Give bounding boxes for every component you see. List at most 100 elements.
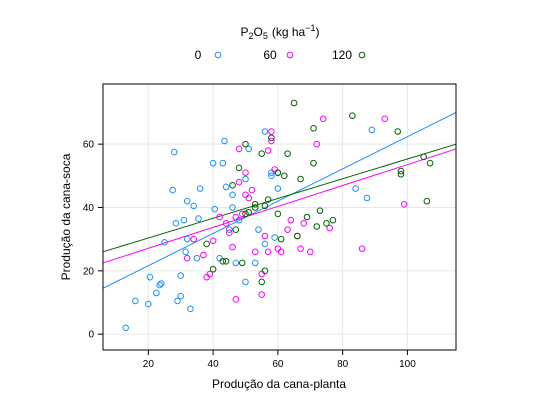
data-point-60 [248,186,256,194]
data-point-60 [297,245,304,252]
data-point-60 [268,137,275,145]
data-point-0 [177,272,185,279]
data-point-60 [306,248,314,256]
data-point-120 [235,164,243,172]
data-point-0 [245,145,253,153]
data-point-0 [193,254,201,262]
data-point-0 [363,194,371,202]
data-point-0 [172,220,180,227]
data-point-0 [122,324,129,332]
data-point-120 [310,125,317,132]
data-point-0 [169,186,176,194]
fit-line-120 [102,143,457,253]
data-point-60 [271,166,278,173]
data-point-60 [287,216,295,224]
data-point-0 [174,297,181,305]
data-point-0 [271,234,278,241]
data-point-120 [209,265,217,273]
data-point-0 [261,128,269,135]
data-point-120 [219,258,227,265]
grid [103,84,456,350]
y-tick-label: 0 [88,330,94,341]
data-point-60 [400,201,408,208]
data-point-0 [261,240,269,248]
legend-marker-60 [286,51,294,59]
x-tick-label: 40 [208,359,220,370]
data-point-120 [284,150,291,157]
data-point-0 [229,204,236,211]
data-point-60 [226,229,233,237]
data-point-60 [190,235,197,243]
data-point-120 [313,223,321,230]
data-point-0 [221,137,228,145]
data-point-0 [177,292,185,300]
legend-marker-120 [358,51,366,59]
data-point-60 [235,178,243,186]
data-point-0 [145,300,152,308]
legend-label-0: 0 [195,48,202,62]
data-point-0 [229,191,236,199]
data-point-0 [161,239,168,246]
data-point-60 [222,220,230,227]
data-point-0 [195,215,202,222]
data-point-60 [319,115,327,123]
data-point-60 [232,296,240,303]
x-tick-label: 80 [337,359,349,370]
data-point-0 [242,175,249,183]
data-point-0 [268,172,275,180]
data-point-0 [211,205,219,213]
fit-line-0 [102,112,457,289]
plot-frame [102,83,457,351]
data-point-60 [264,248,272,256]
legend-label-60: 60 [263,48,277,62]
data-point-60 [300,220,308,227]
data-point-60 [200,251,207,259]
x-tick-label: 60 [272,359,284,370]
data-point-60 [209,237,217,245]
data-point-0 [170,148,178,156]
data-point-60 [264,147,272,154]
y-tick-label: 40 [83,203,95,214]
data-point-0 [255,226,262,233]
data-point-120 [258,150,265,157]
data-point-120 [290,99,298,107]
x-axis: 20 40 60 80 100 [143,350,416,370]
data-point-120 [281,172,288,180]
data-point-120 [264,196,272,203]
data-point-120 [329,216,337,224]
x-axis-title: Produção da cana-planta [212,377,346,391]
data-point-0 [180,216,188,224]
data-points [122,99,434,332]
data-point-60 [313,140,321,148]
y-axis-title: Produção da cana-soca [59,153,73,280]
data-point-0 [146,273,154,281]
data-point-120 [294,232,301,240]
data-point-0 [182,248,189,256]
data-point-120 [274,169,282,176]
data-point-120 [245,208,253,216]
data-point-60 [235,145,243,153]
data-point-120 [229,182,236,189]
data-point-120 [420,153,427,161]
data-point-0 [157,280,165,287]
data-point-0 [209,159,217,167]
data-point-60 [242,191,249,199]
data-point-0 [190,202,197,210]
data-point-60 [216,213,223,221]
data-point-0 [274,185,282,192]
data-point-120 [238,259,246,267]
data-point-0 [251,259,259,267]
data-point-0 [232,259,240,267]
data-point-0 [183,235,191,243]
data-point-60 [232,213,240,221]
data-point-0 [368,126,376,134]
data-point-60 [268,128,275,135]
data-point-60 [183,254,191,262]
data-point-120 [423,197,431,205]
data-point-120 [349,112,356,119]
fit-lines [102,112,457,289]
data-point-60 [358,245,366,252]
data-point-120 [274,210,282,218]
data-point-120 [397,170,405,178]
